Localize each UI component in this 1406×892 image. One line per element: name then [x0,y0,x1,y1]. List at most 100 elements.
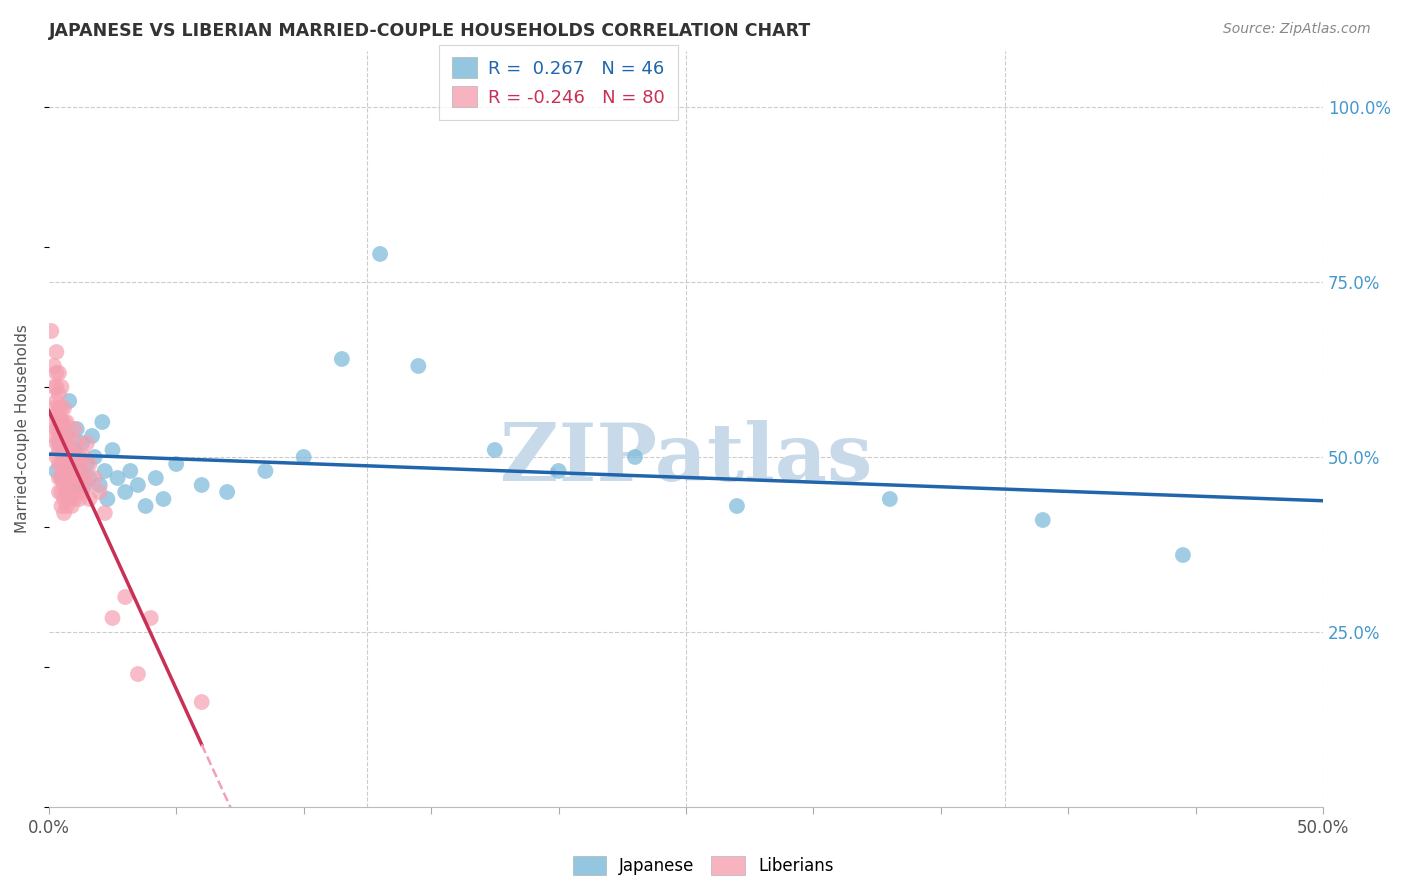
Point [45,366,67,380]
Point [114,485,136,500]
Legend: Japanese, Liberians: Japanese, Liberians [565,849,841,882]
Point [63,491,86,506]
Point [408,359,430,373]
Point [91,415,114,429]
Point [60,478,83,492]
Point [48,429,70,443]
Point [63,422,86,436]
Point [66,457,89,471]
Point [67,491,90,506]
Point [101,442,124,457]
Point [190,478,212,492]
Point [63,442,86,457]
Point [76,436,98,450]
Point [53,415,76,429]
Point [89,485,111,500]
Point [48,442,70,457]
Point [51,485,73,500]
Point [60,499,83,513]
Point [484,442,506,457]
Point [51,380,73,394]
Point [45,408,67,422]
Point [83,450,105,464]
Point [63,471,86,485]
Point [79,471,101,485]
Point [55,436,77,450]
Point [73,471,96,485]
Point [165,457,187,471]
Point [547,464,569,478]
Point [79,491,101,506]
Point [55,485,77,500]
Point [127,667,149,681]
Point [42,401,65,415]
Text: ZIPatlas: ZIPatlas [499,420,872,499]
Point [73,450,96,464]
Point [330,351,353,366]
Point [66,436,89,450]
Point [58,450,80,464]
Point [48,457,70,471]
Point [79,457,101,471]
Point [53,450,76,464]
Point [135,499,157,513]
Point [42,429,65,443]
Point [76,478,98,492]
Point [114,590,136,604]
Point [58,491,80,506]
Point [51,401,73,415]
Point [76,457,98,471]
Point [1171,548,1194,562]
Point [55,450,77,464]
Point [624,450,647,464]
Point [45,422,67,436]
Point [53,506,76,520]
Point [51,429,73,443]
Point [51,442,73,457]
Point [368,247,391,261]
Point [67,450,90,464]
Point [70,485,93,500]
Point [80,429,103,443]
Point [1032,513,1054,527]
Point [58,471,80,485]
Text: JAPANESE VS LIBERIAN MARRIED-COUPLE HOUSEHOLDS CORRELATION CHART: JAPANESE VS LIBERIAN MARRIED-COUPLE HOUS… [49,22,811,40]
Point [58,478,80,492]
Point [127,478,149,492]
Point [51,471,73,485]
Point [55,471,77,485]
Point [53,464,76,478]
Point [55,499,77,513]
Point [73,478,96,492]
Point [45,450,67,464]
Point [67,464,90,478]
Point [94,506,117,520]
Legend: R =  0.267   N = 46, R = -0.246   N = 80: R = 0.267 N = 46, R = -0.246 N = 80 [440,45,678,120]
Point [60,442,83,457]
Point [48,366,70,380]
Point [190,695,212,709]
Point [48,401,70,415]
Point [101,611,124,625]
Point [66,485,89,500]
Point [725,499,748,513]
Point [63,450,86,464]
Point [48,387,70,401]
Point [42,359,65,373]
Point [58,429,80,443]
Point [53,491,76,506]
Y-axis label: Married-couple Households: Married-couple Households [15,325,30,533]
Point [292,450,315,464]
Point [67,471,90,485]
Point [45,345,67,359]
Point [879,491,901,506]
Point [42,380,65,394]
Point [254,464,277,478]
Point [139,611,162,625]
Point [48,415,70,429]
Point [83,471,105,485]
Point [48,485,70,500]
Point [45,380,67,394]
Point [51,499,73,513]
Point [152,491,174,506]
